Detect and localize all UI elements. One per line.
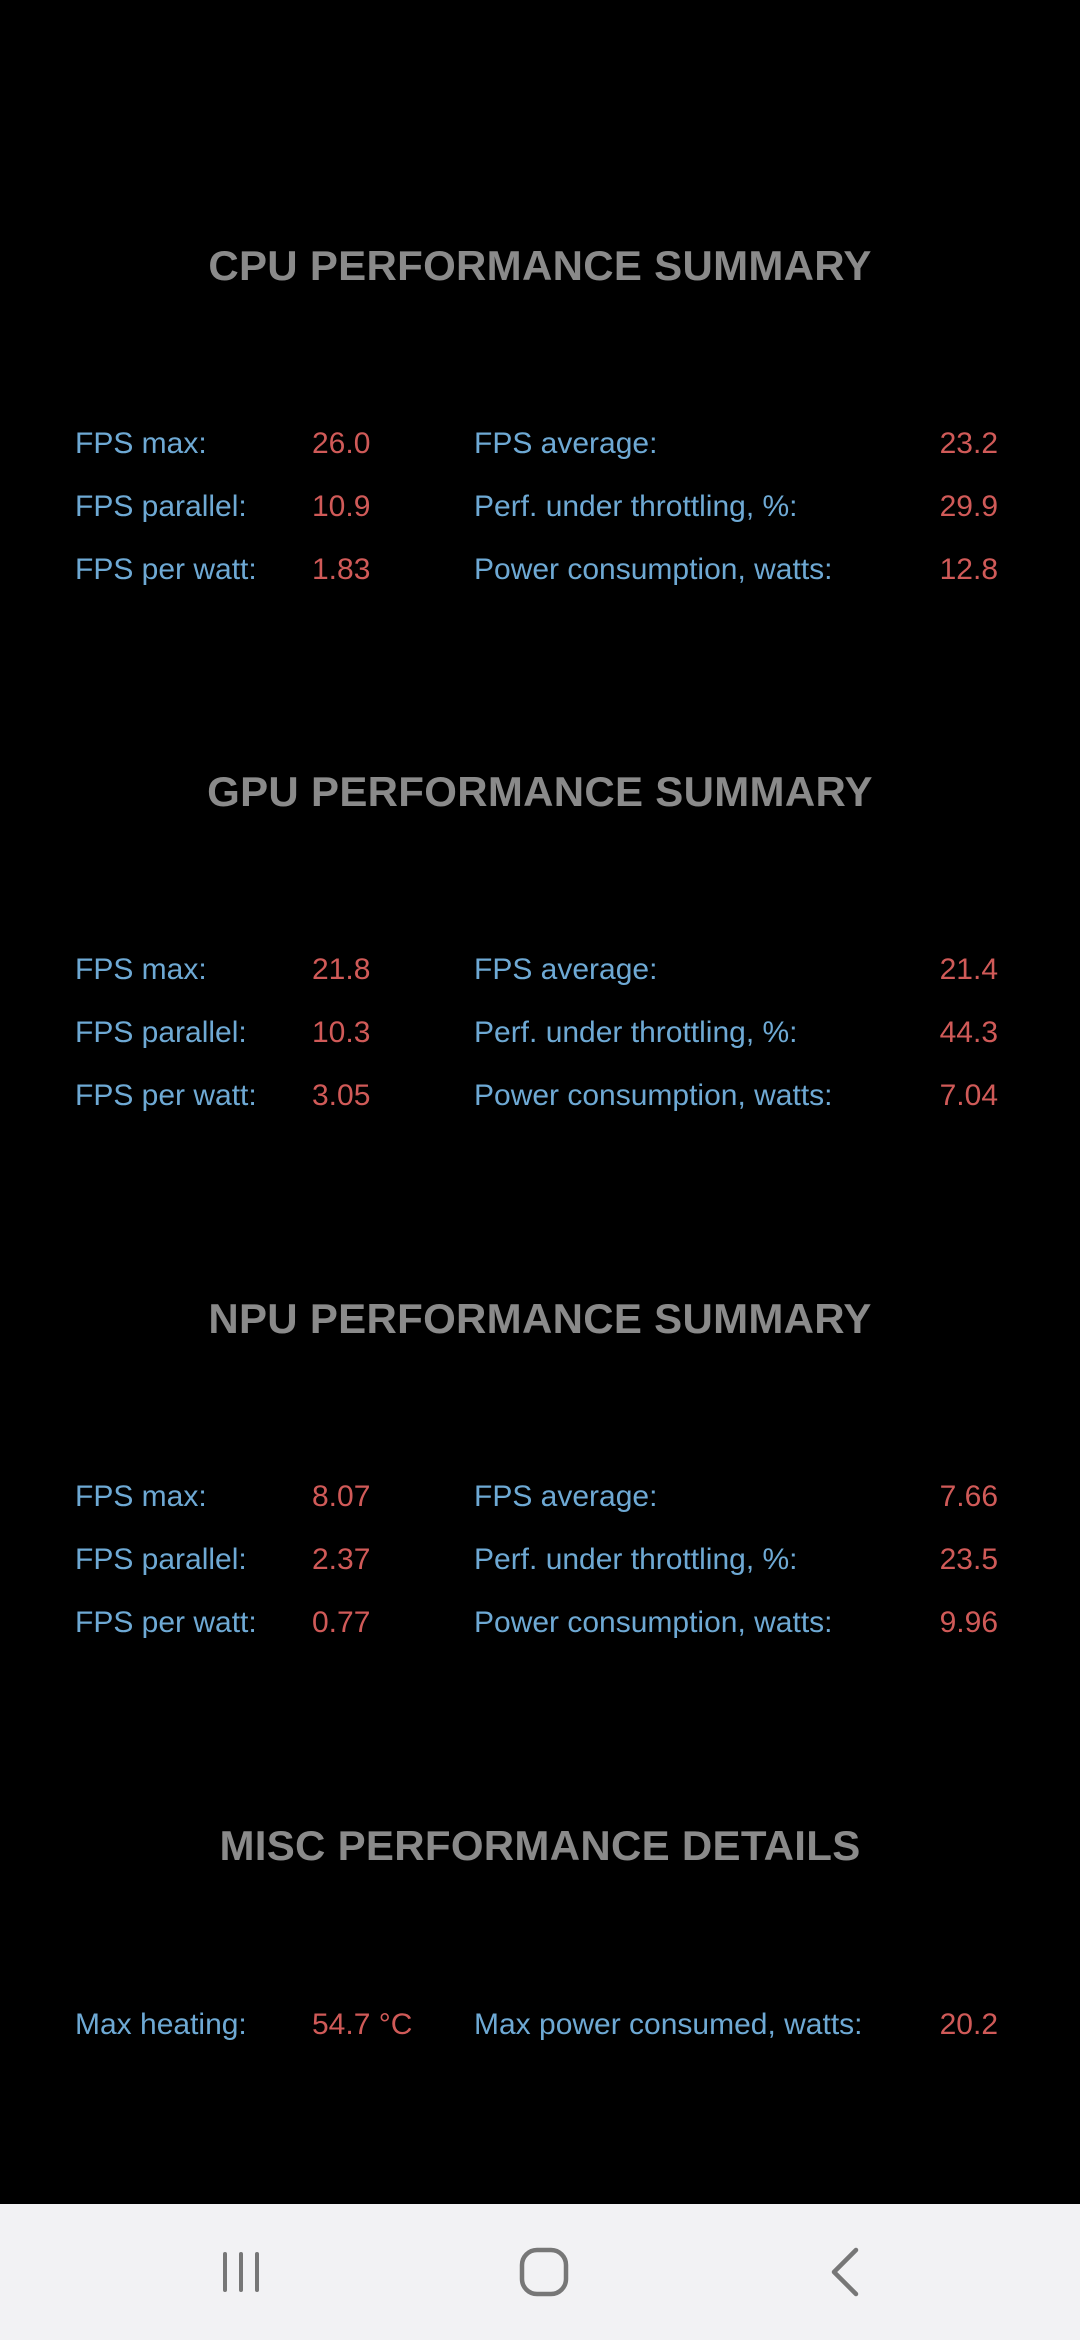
back-button[interactable] (786, 2222, 906, 2322)
stat-label: FPS max: (75, 427, 207, 460)
stat-label: Perf. under throttling, %: (474, 1543, 798, 1576)
home-button[interactable] (484, 2222, 604, 2322)
cpu-summary-row: FPS max: 26.0 FPS average: 23.2 (0, 419, 1080, 469)
gpu-summary-title: GPU PERFORMANCE SUMMARY (207, 768, 873, 815)
stat-label: FPS average: (474, 1480, 658, 1513)
stat-value: 23.2 (939, 427, 998, 460)
stat-value: 1.83 (312, 553, 371, 586)
benchmark-summary-screen: CPU PERFORMANCE SUMMARY FPS max: 26.0 FP… (0, 242, 1080, 2050)
stat-label: Max heating: (75, 2008, 247, 2041)
gpu-summary-row: FPS parallel: 10.3 Perf. under throttlin… (0, 1008, 1080, 1058)
stat-value: 2.37 (312, 1543, 371, 1576)
stat-value: 21.4 (939, 953, 998, 986)
npu-summary-title: NPU PERFORMANCE SUMMARY (208, 1295, 872, 1342)
stat-label: Power consumption, watts: (474, 1606, 833, 1639)
misc-details-row: Max heating: 54.7 °C Max power consumed,… (0, 2000, 1080, 2050)
recent-apps-icon (223, 2252, 259, 2292)
stat-label: FPS parallel: (75, 490, 247, 523)
stat-label: FPS average: (474, 427, 658, 460)
cpu-summary-title: CPU PERFORMANCE SUMMARY (208, 242, 872, 289)
stat-value: 10.9 (312, 490, 371, 523)
stat-label: FPS per watt: (75, 553, 257, 586)
gpu-summary-row: FPS per watt: 3.05 Power consumption, wa… (0, 1071, 1080, 1121)
system-navigation-bar (0, 2204, 1080, 2340)
stat-label: FPS parallel: (75, 1543, 247, 1576)
stat-label: FPS average: (474, 953, 658, 986)
stat-value: 8.07 (312, 1480, 371, 1513)
stat-label: Perf. under throttling, %: (474, 1016, 798, 1049)
home-icon (519, 2247, 569, 2297)
stat-value: 29.9 (939, 490, 998, 523)
stat-value: 10.3 (312, 1016, 371, 1049)
stat-value: 54.7 °C (312, 2008, 413, 2041)
stat-label: Power consumption, watts: (474, 1079, 833, 1112)
stat-label: Perf. under throttling, %: (474, 490, 798, 523)
npu-summary-row: FPS parallel: 2.37 Perf. under throttlin… (0, 1535, 1080, 1585)
stat-value: 23.5 (939, 1543, 998, 1576)
stat-value: 7.66 (939, 1480, 998, 1513)
cpu-summary-row: FPS parallel: 10.9 Perf. under throttlin… (0, 482, 1080, 532)
stat-value: 12.8 (939, 553, 998, 586)
stat-value: 26.0 (312, 427, 371, 460)
stat-label: FPS max: (75, 953, 207, 986)
gpu-summary-row: FPS max: 21.8 FPS average: 21.4 (0, 945, 1080, 995)
stat-label: FPS per watt: (75, 1079, 257, 1112)
stat-value: 9.96 (939, 1606, 998, 1639)
recent-apps-button[interactable] (181, 2222, 301, 2322)
back-icon (831, 2247, 859, 2297)
cpu-summary-row: FPS per watt: 1.83 Power consumption, wa… (0, 545, 1080, 595)
stat-value: 44.3 (939, 1016, 998, 1049)
npu-summary-row: FPS per watt: 0.77 Power consumption, wa… (0, 1598, 1080, 1648)
stat-label: Power consumption, watts: (474, 553, 833, 586)
stat-value: 20.2 (939, 2008, 998, 2041)
stat-label: FPS max: (75, 1480, 207, 1513)
misc-details-title: MISC PERFORMANCE DETAILS (219, 1822, 861, 1869)
stat-label: FPS per watt: (75, 1606, 257, 1639)
stat-value: 7.04 (939, 1079, 998, 1112)
npu-summary-row: FPS max: 8.07 FPS average: 7.66 (0, 1472, 1080, 1522)
stat-value: 3.05 (312, 1079, 371, 1112)
stat-value: 0.77 (312, 1606, 371, 1639)
stat-label: Max power consumed, watts: (474, 2008, 863, 2041)
stat-label: FPS parallel: (75, 1016, 247, 1049)
stat-value: 21.8 (312, 953, 371, 986)
